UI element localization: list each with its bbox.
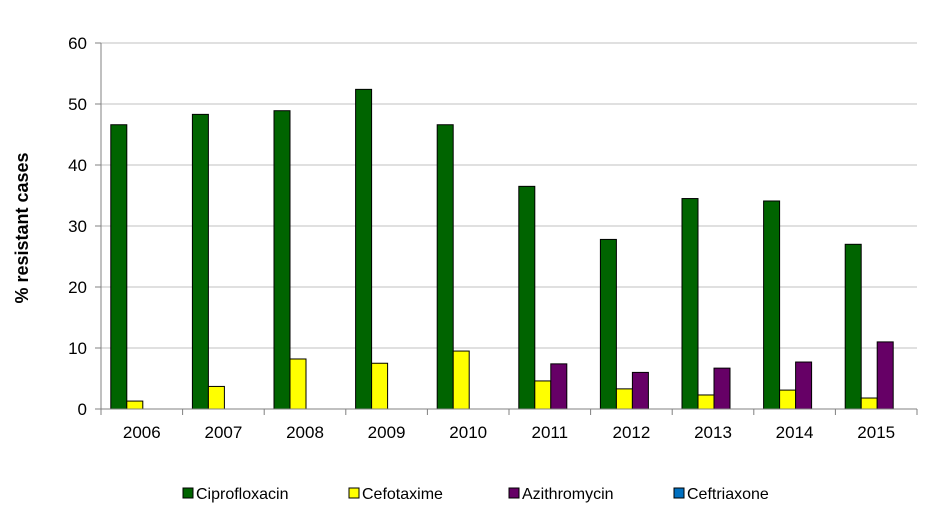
bar-azithromycin-2015 [876, 341, 894, 410]
bar-cefotaxime-2007 [207, 385, 225, 410]
y-tick-label: 0 [78, 400, 87, 419]
x-tick-label: 2015 [857, 423, 895, 442]
y-tick-label: 50 [68, 95, 87, 114]
legend-label-azithromycin: Azithromycin [522, 486, 614, 503]
bar-ciprofloxacin-2013 [681, 198, 699, 410]
bar-ciprofloxacin-2007 [191, 113, 209, 410]
y-tick-label: 60 [68, 34, 87, 53]
bar-ciprofloxacin-2014 [763, 200, 781, 410]
x-tick-label: 2006 [123, 423, 161, 442]
bar-cefotaxime-2010 [452, 350, 470, 410]
x-tick-label: 2007 [204, 423, 242, 442]
legend-swatch-ciprofloxacin [182, 487, 194, 499]
legend-label-cefotaxime: Cefotaxime [362, 486, 443, 503]
legend-label-ciprofloxacin: Ciprofloxacin [196, 486, 288, 503]
x-tick-label: 2009 [368, 423, 406, 442]
y-tick-label: 20 [68, 278, 87, 297]
bar-ciprofloxacin-2010 [436, 124, 454, 410]
legend: Ciprofloxacin Cefotaxime Azithromycin Ceftr… [182, 486, 769, 503]
bar-ciprofloxacin-2008 [273, 110, 291, 410]
bar-cefotaxime-2006 [126, 400, 144, 410]
legend-swatch-azithromycin [508, 487, 520, 499]
bar-azithromycin-2011 [550, 363, 568, 410]
legend-swatch-cefotaxime [348, 487, 360, 499]
legend-label-ceftriaxone: Ceftriaxone [687, 486, 769, 503]
x-tick-label: 2013 [694, 423, 732, 442]
bar-ciprofloxacin-2009 [355, 88, 373, 410]
bar-cefotaxime-2013 [697, 394, 715, 410]
bar-azithromycin-2012 [631, 371, 649, 410]
y-axis-title: % resistant cases [12, 152, 32, 303]
x-tick-label: 2011 [532, 423, 569, 442]
bar-ciprofloxacin-2015 [844, 243, 862, 410]
y-tick-label: 10 [68, 339, 87, 358]
bars [110, 88, 894, 410]
grid-lines [101, 42, 917, 349]
bar-cefotaxime-2011 [534, 380, 552, 410]
tick-labels: 0 10 20 30 40 50 60 2006 2007 2008 2009 2010 2011 201… [68, 34, 895, 442]
x-tick-label: 2010 [449, 423, 487, 442]
bar-azithromycin-2014 [795, 361, 813, 410]
legend-swatch-ceftriaxone [673, 487, 685, 499]
bar-cefotaxime-2014 [779, 389, 797, 410]
bar-ciprofloxacin-2006 [110, 124, 128, 410]
x-tick-label: 2012 [612, 423, 650, 442]
bar-ciprofloxacin-2011 [518, 185, 536, 410]
y-tick-label: 40 [68, 156, 87, 175]
x-tick-label: 2014 [776, 423, 814, 442]
axes [95, 42, 918, 415]
x-tick-label: 2008 [286, 423, 324, 442]
y-tick-label: 30 [68, 217, 87, 236]
bar-cefotaxime-2012 [615, 388, 633, 410]
bar-cefotaxime-2009 [371, 362, 389, 410]
bar-cefotaxime-2008 [289, 358, 307, 410]
bar-azithromycin-2013 [713, 367, 731, 410]
bar-cefotaxime-2015 [860, 397, 878, 410]
bar-ciprofloxacin-2012 [599, 238, 617, 410]
